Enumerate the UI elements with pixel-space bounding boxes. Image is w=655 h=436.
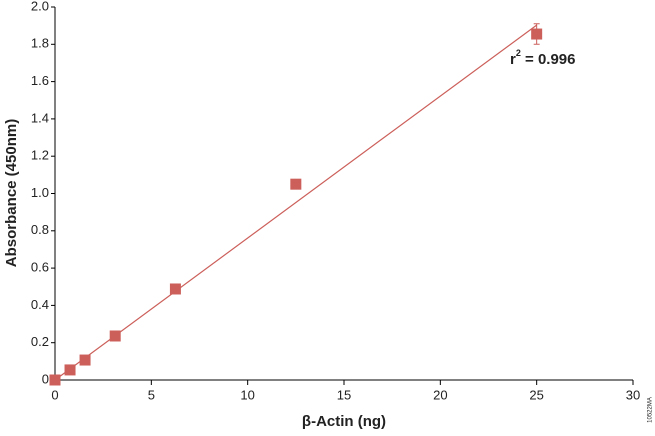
y-tick-label: 1.8 — [31, 36, 49, 51]
x-tick-label: 25 — [529, 387, 543, 402]
y-tick-label: 2.0 — [31, 0, 49, 13]
y-axis-title: Absorbance (450nm) — [3, 119, 20, 267]
point — [290, 178, 302, 190]
point — [79, 354, 91, 366]
x-tick-label: 30 — [626, 387, 640, 402]
annotation-text: = 0.996 — [521, 51, 576, 68]
y-tick-label: 1.4 — [31, 110, 49, 125]
fit-line — [54, 24, 538, 381]
x-tick-label: 5 — [148, 387, 155, 402]
y-tick-label: 0.4 — [31, 297, 49, 312]
y-tick-label: 0.6 — [31, 260, 49, 275]
y-tick-label: 0.2 — [31, 334, 49, 349]
y-tick-label: 1.6 — [31, 73, 49, 88]
y-tick-label: 0.8 — [31, 222, 49, 237]
y-tick-label: 0 — [42, 371, 49, 386]
x-tick-label: 10 — [240, 387, 254, 402]
x-tick-label: 0 — [51, 387, 58, 402]
annotation-base: r — [510, 51, 516, 68]
point — [169, 283, 181, 295]
point — [49, 374, 61, 386]
point — [531, 28, 543, 40]
annotation: r2 = 0.996 — [510, 48, 576, 68]
annotation-superscript: 2 — [516, 48, 521, 58]
x-tick-label: 20 — [433, 387, 447, 402]
y-tick-label: 1.0 — [31, 185, 49, 200]
x-axis-title: β-Actin (ng) — [302, 413, 386, 430]
point — [64, 364, 76, 376]
y-tick-label: 1.2 — [31, 148, 49, 163]
x-tick-label: 15 — [337, 387, 351, 402]
figure-id: 10522MA — [648, 397, 654, 423]
point — [109, 330, 121, 342]
